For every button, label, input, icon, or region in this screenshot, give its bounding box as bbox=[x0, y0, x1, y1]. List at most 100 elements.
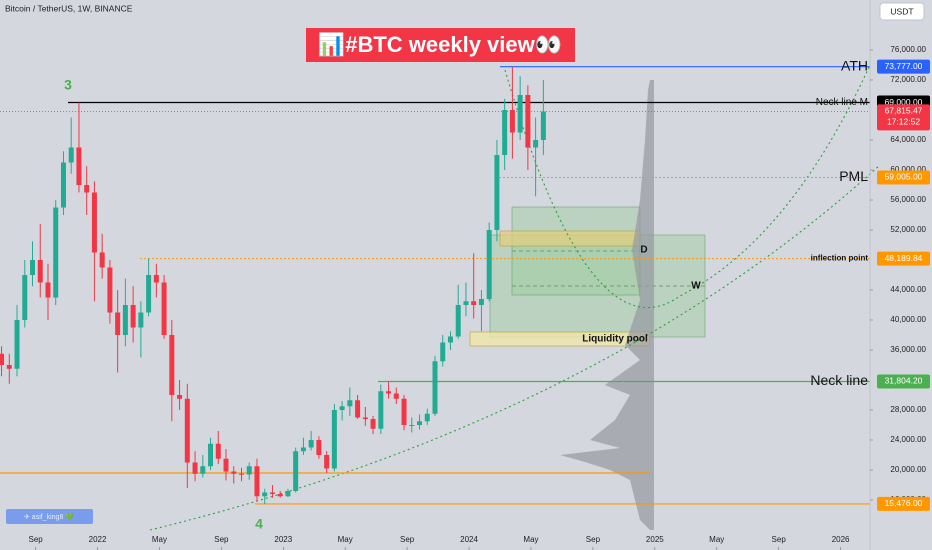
candle-body bbox=[393, 393, 399, 399]
volume-profile bbox=[560, 80, 654, 530]
symbol-header: Bitcoin / TetherUS, 1W, BINANCE bbox=[5, 3, 133, 13]
candle-body bbox=[208, 443, 214, 467]
candle-body bbox=[76, 147, 82, 186]
candle-body bbox=[362, 417, 368, 419]
candle-body bbox=[386, 391, 392, 394]
candle-body bbox=[231, 471, 237, 474]
currency-button[interactable] bbox=[879, 2, 925, 21]
countdown: 17:12:52 bbox=[887, 117, 920, 127]
candle-body bbox=[6, 364, 12, 369]
price-tag bbox=[877, 496, 930, 511]
y-tick-label: 20,000.00 bbox=[890, 465, 926, 474]
x-tick-label: 2022 bbox=[89, 535, 107, 544]
candle-body bbox=[37, 260, 43, 283]
price-tag-label: 31,804.20 bbox=[885, 376, 923, 386]
price-projection bbox=[504, 64, 871, 308]
x-tick-label: May bbox=[338, 535, 353, 544]
candle-body bbox=[355, 400, 361, 418]
candle-body bbox=[424, 413, 430, 422]
y-tick-label: 64,000.00 bbox=[890, 135, 926, 144]
candle-body bbox=[339, 406, 345, 410]
candle-body bbox=[455, 304, 461, 337]
chart-title: 📊#BTC weekly view👀 bbox=[318, 32, 562, 57]
y-tick-label: 52,000.00 bbox=[890, 225, 926, 234]
x-tick-label: May bbox=[152, 535, 167, 544]
x-tick-label: May bbox=[523, 535, 538, 544]
candle-body bbox=[146, 275, 152, 313]
candle-body bbox=[517, 95, 523, 133]
candle-body bbox=[401, 398, 407, 425]
watermark: ✈ asif_king8 💚 bbox=[24, 512, 74, 521]
candle-body bbox=[84, 185, 90, 193]
price-tag-label: 15,476.00 bbox=[885, 498, 923, 508]
candle-body bbox=[378, 391, 384, 429]
y-tick-label: 56,000.00 bbox=[890, 195, 926, 204]
candle-body bbox=[246, 466, 252, 475]
x-tick-label: 2024 bbox=[460, 535, 478, 544]
candle-body bbox=[30, 260, 36, 275]
candle-body bbox=[14, 319, 20, 369]
price-tag bbox=[877, 170, 930, 185]
candle-body bbox=[68, 147, 74, 163]
candle-body bbox=[478, 298, 484, 305]
candle-body bbox=[169, 334, 175, 395]
candle-body bbox=[262, 492, 268, 497]
level-label: Neck line M bbox=[816, 97, 868, 108]
candle-body bbox=[347, 400, 353, 407]
candle-body bbox=[486, 230, 492, 299]
price-tag-label: 48,189.84 bbox=[885, 253, 923, 263]
level-label: inflection point bbox=[811, 254, 869, 263]
candle-body bbox=[324, 454, 330, 469]
candle-body bbox=[91, 192, 97, 253]
x-tick-label: 2025 bbox=[646, 535, 664, 544]
candle-body bbox=[269, 492, 275, 494]
candle-body bbox=[153, 275, 159, 283]
candle-body bbox=[533, 140, 539, 148]
candle-body bbox=[525, 95, 531, 148]
y-tick-label: 24,000.00 bbox=[890, 435, 926, 444]
x-tick-label: 2026 bbox=[832, 535, 850, 544]
candle-body bbox=[192, 462, 198, 474]
last-price-tag bbox=[877, 104, 930, 131]
candle-body bbox=[277, 493, 283, 497]
last-price-label: 67,815.47 bbox=[885, 106, 923, 116]
candle-body bbox=[0, 353, 5, 365]
candle-body bbox=[177, 394, 183, 399]
candle-body bbox=[502, 110, 508, 156]
y-tick-label: 36,000.00 bbox=[890, 345, 926, 354]
candle-body bbox=[331, 409, 337, 469]
title-banner bbox=[306, 28, 575, 62]
candle-body bbox=[238, 473, 244, 475]
candle-body bbox=[184, 398, 190, 463]
wave-label: 3 bbox=[64, 77, 72, 93]
candle-body bbox=[494, 155, 500, 231]
x-tick-label: Sep bbox=[214, 535, 229, 544]
candle-body bbox=[223, 458, 229, 472]
pattern-label: W bbox=[691, 281, 701, 292]
candle-body bbox=[107, 267, 113, 313]
candle-body bbox=[509, 110, 515, 133]
pattern-label: D bbox=[640, 245, 647, 256]
candle-body bbox=[215, 443, 221, 459]
candle-body bbox=[463, 301, 469, 305]
candle-body bbox=[447, 336, 453, 343]
x-tick-label: Sep bbox=[400, 535, 415, 544]
price-tag bbox=[877, 251, 930, 266]
candle-body bbox=[308, 439, 314, 448]
candle-body bbox=[200, 466, 206, 474]
candle-body bbox=[370, 418, 376, 429]
wave-label: 4 bbox=[255, 516, 263, 532]
x-tick-label: Sep bbox=[28, 535, 43, 544]
candle-body bbox=[60, 162, 66, 208]
x-tick-label: Sep bbox=[772, 535, 787, 544]
candle-body bbox=[45, 282, 51, 298]
y-tick-label: 60,000.00 bbox=[890, 165, 926, 174]
price-tag-label: 69,000.00 bbox=[885, 97, 923, 107]
currency-label: USDT bbox=[890, 6, 913, 16]
candle-body bbox=[130, 304, 136, 328]
y-tick-label: 40,000.00 bbox=[890, 315, 926, 324]
zone-label: Liquidity pool bbox=[582, 334, 648, 345]
candle-body bbox=[440, 342, 446, 362]
candle-body bbox=[409, 424, 415, 426]
